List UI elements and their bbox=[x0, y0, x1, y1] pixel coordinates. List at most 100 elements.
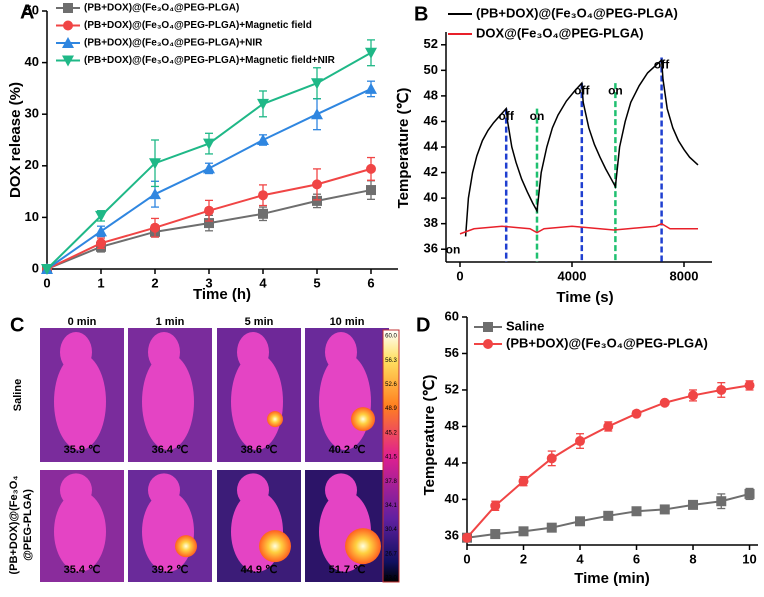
x-tick-label: 1 bbox=[97, 275, 104, 290]
legend-marker bbox=[62, 55, 74, 67]
legend-label: (PB+DOX)@(Fe₃O₄@PEG-PLGA)+NIR bbox=[84, 38, 263, 49]
y-tick-label: 52 bbox=[424, 36, 438, 51]
mouse-head bbox=[237, 473, 269, 507]
y-tick-label: 38 bbox=[424, 215, 438, 230]
mouse-head bbox=[148, 332, 180, 373]
marker bbox=[546, 522, 557, 533]
y-tick-label: 20 bbox=[25, 157, 39, 172]
marker bbox=[203, 162, 215, 174]
temperature-label: 35.9 ℃ bbox=[64, 444, 101, 456]
marker bbox=[257, 134, 269, 145]
marker bbox=[204, 218, 214, 229]
colorbar-label: 45.2 bbox=[385, 430, 397, 436]
marker bbox=[204, 205, 214, 216]
panel-label: B bbox=[414, 3, 428, 25]
marker bbox=[744, 380, 755, 391]
legend-marker bbox=[483, 322, 493, 332]
marker bbox=[366, 185, 376, 196]
x-tick-label: 5 bbox=[313, 275, 320, 290]
marker bbox=[518, 526, 529, 537]
annotation: on bbox=[608, 83, 623, 97]
x-tick-label: 3 bbox=[205, 275, 212, 290]
marker bbox=[716, 384, 727, 395]
column-header: 0 min bbox=[68, 316, 97, 328]
marker bbox=[311, 78, 323, 90]
marker bbox=[95, 210, 107, 222]
x-tick-label: 8000 bbox=[670, 268, 699, 283]
y-tick-label: 48 bbox=[424, 87, 438, 102]
colorbar-label: 52.6 bbox=[385, 382, 397, 388]
marker bbox=[95, 225, 107, 237]
legend-label: Saline bbox=[506, 318, 544, 333]
y-tick-label: 42 bbox=[424, 164, 438, 179]
annotation: on bbox=[530, 109, 545, 123]
marker bbox=[490, 500, 501, 511]
legend-label: (PB+DOX)@(Fe₃O₄@PEG-PLGA) bbox=[506, 335, 708, 350]
marker bbox=[149, 188, 161, 200]
marker bbox=[659, 397, 670, 408]
colorbar-label: 26.7 bbox=[385, 551, 397, 557]
legend-marker bbox=[63, 3, 73, 13]
y-tick-label: 40 bbox=[25, 54, 39, 69]
legend-label: (PB+DOX)@(Fe₃O₄@PEG-PLGA)+Magnetic field… bbox=[84, 55, 336, 66]
row-label: (PB+DOX)@(Fe₃O₄ bbox=[8, 476, 20, 575]
hot-spot bbox=[351, 407, 375, 432]
y-axis-label: DOX release (%) bbox=[7, 82, 24, 198]
colorbar-label: 34.1 bbox=[385, 503, 397, 509]
temperature-label: 38.6 ℃ bbox=[241, 444, 278, 456]
y-tick-label: 36 bbox=[424, 241, 438, 256]
legend-marker bbox=[62, 37, 74, 48]
hot-spot bbox=[345, 528, 381, 565]
temperature-label: 35.4 ℃ bbox=[64, 564, 101, 576]
y-tick-label: 40 bbox=[445, 491, 459, 506]
legend-marker bbox=[63, 20, 73, 31]
marker bbox=[258, 208, 268, 219]
colorbar-label: 30.4 bbox=[385, 527, 397, 533]
marker bbox=[688, 390, 699, 401]
series-line bbox=[464, 58, 699, 237]
hot-spot bbox=[259, 530, 291, 563]
y-tick-label: 60 bbox=[445, 308, 459, 323]
hot-spot bbox=[267, 411, 283, 428]
y-tick-label: 48 bbox=[445, 418, 459, 433]
marker bbox=[603, 421, 614, 432]
x-tick-label: 6 bbox=[367, 275, 374, 290]
colorbar bbox=[382, 329, 400, 583]
x-tick-label: 2 bbox=[151, 275, 158, 290]
row-label: Saline bbox=[12, 379, 24, 411]
marker bbox=[312, 195, 322, 206]
series-line bbox=[46, 88, 372, 270]
y-tick-label: 46 bbox=[424, 113, 438, 128]
marker bbox=[150, 222, 160, 233]
series-line bbox=[46, 51, 372, 270]
x-axis-label: Time (h) bbox=[193, 286, 251, 303]
mouse-head bbox=[60, 473, 92, 507]
colorbar-label: 60.0 bbox=[385, 334, 397, 340]
marker bbox=[366, 163, 376, 174]
colorbar-label: 37.8 bbox=[385, 479, 397, 485]
legend-label: (PB+DOX)@(Fe₃O₄@PEG-PLGA)+Magnetic field bbox=[84, 20, 312, 31]
temperature-label: 40.2 ℃ bbox=[329, 444, 366, 456]
legend-marker bbox=[483, 339, 493, 349]
temperature-label: 39.2 ℃ bbox=[152, 564, 189, 576]
mouse-body bbox=[54, 353, 106, 450]
x-tick-label: 2 bbox=[520, 551, 527, 566]
colorbar-label: 23.0 bbox=[385, 576, 397, 582]
colorbar-label: 41.5 bbox=[385, 455, 397, 461]
marker bbox=[312, 179, 322, 190]
marker bbox=[716, 496, 727, 507]
colorbar-label: 48.9 bbox=[385, 406, 397, 412]
mouse-head bbox=[325, 332, 357, 373]
temperature-label: 44.9 ℃ bbox=[241, 564, 278, 576]
y-axis-label: Temperature (℃) bbox=[395, 88, 412, 209]
marker bbox=[203, 138, 215, 150]
x-tick-label: 4 bbox=[576, 551, 584, 566]
colorbar-label: 56.3 bbox=[385, 358, 397, 364]
y-tick-label: 10 bbox=[25, 209, 39, 224]
y-tick-label: 50 bbox=[25, 2, 39, 17]
x-axis-label: Time (min) bbox=[574, 570, 650, 587]
column-header: 10 min bbox=[330, 316, 365, 328]
x-tick-label: 8 bbox=[689, 551, 696, 566]
y-tick-label: 52 bbox=[445, 381, 459, 396]
